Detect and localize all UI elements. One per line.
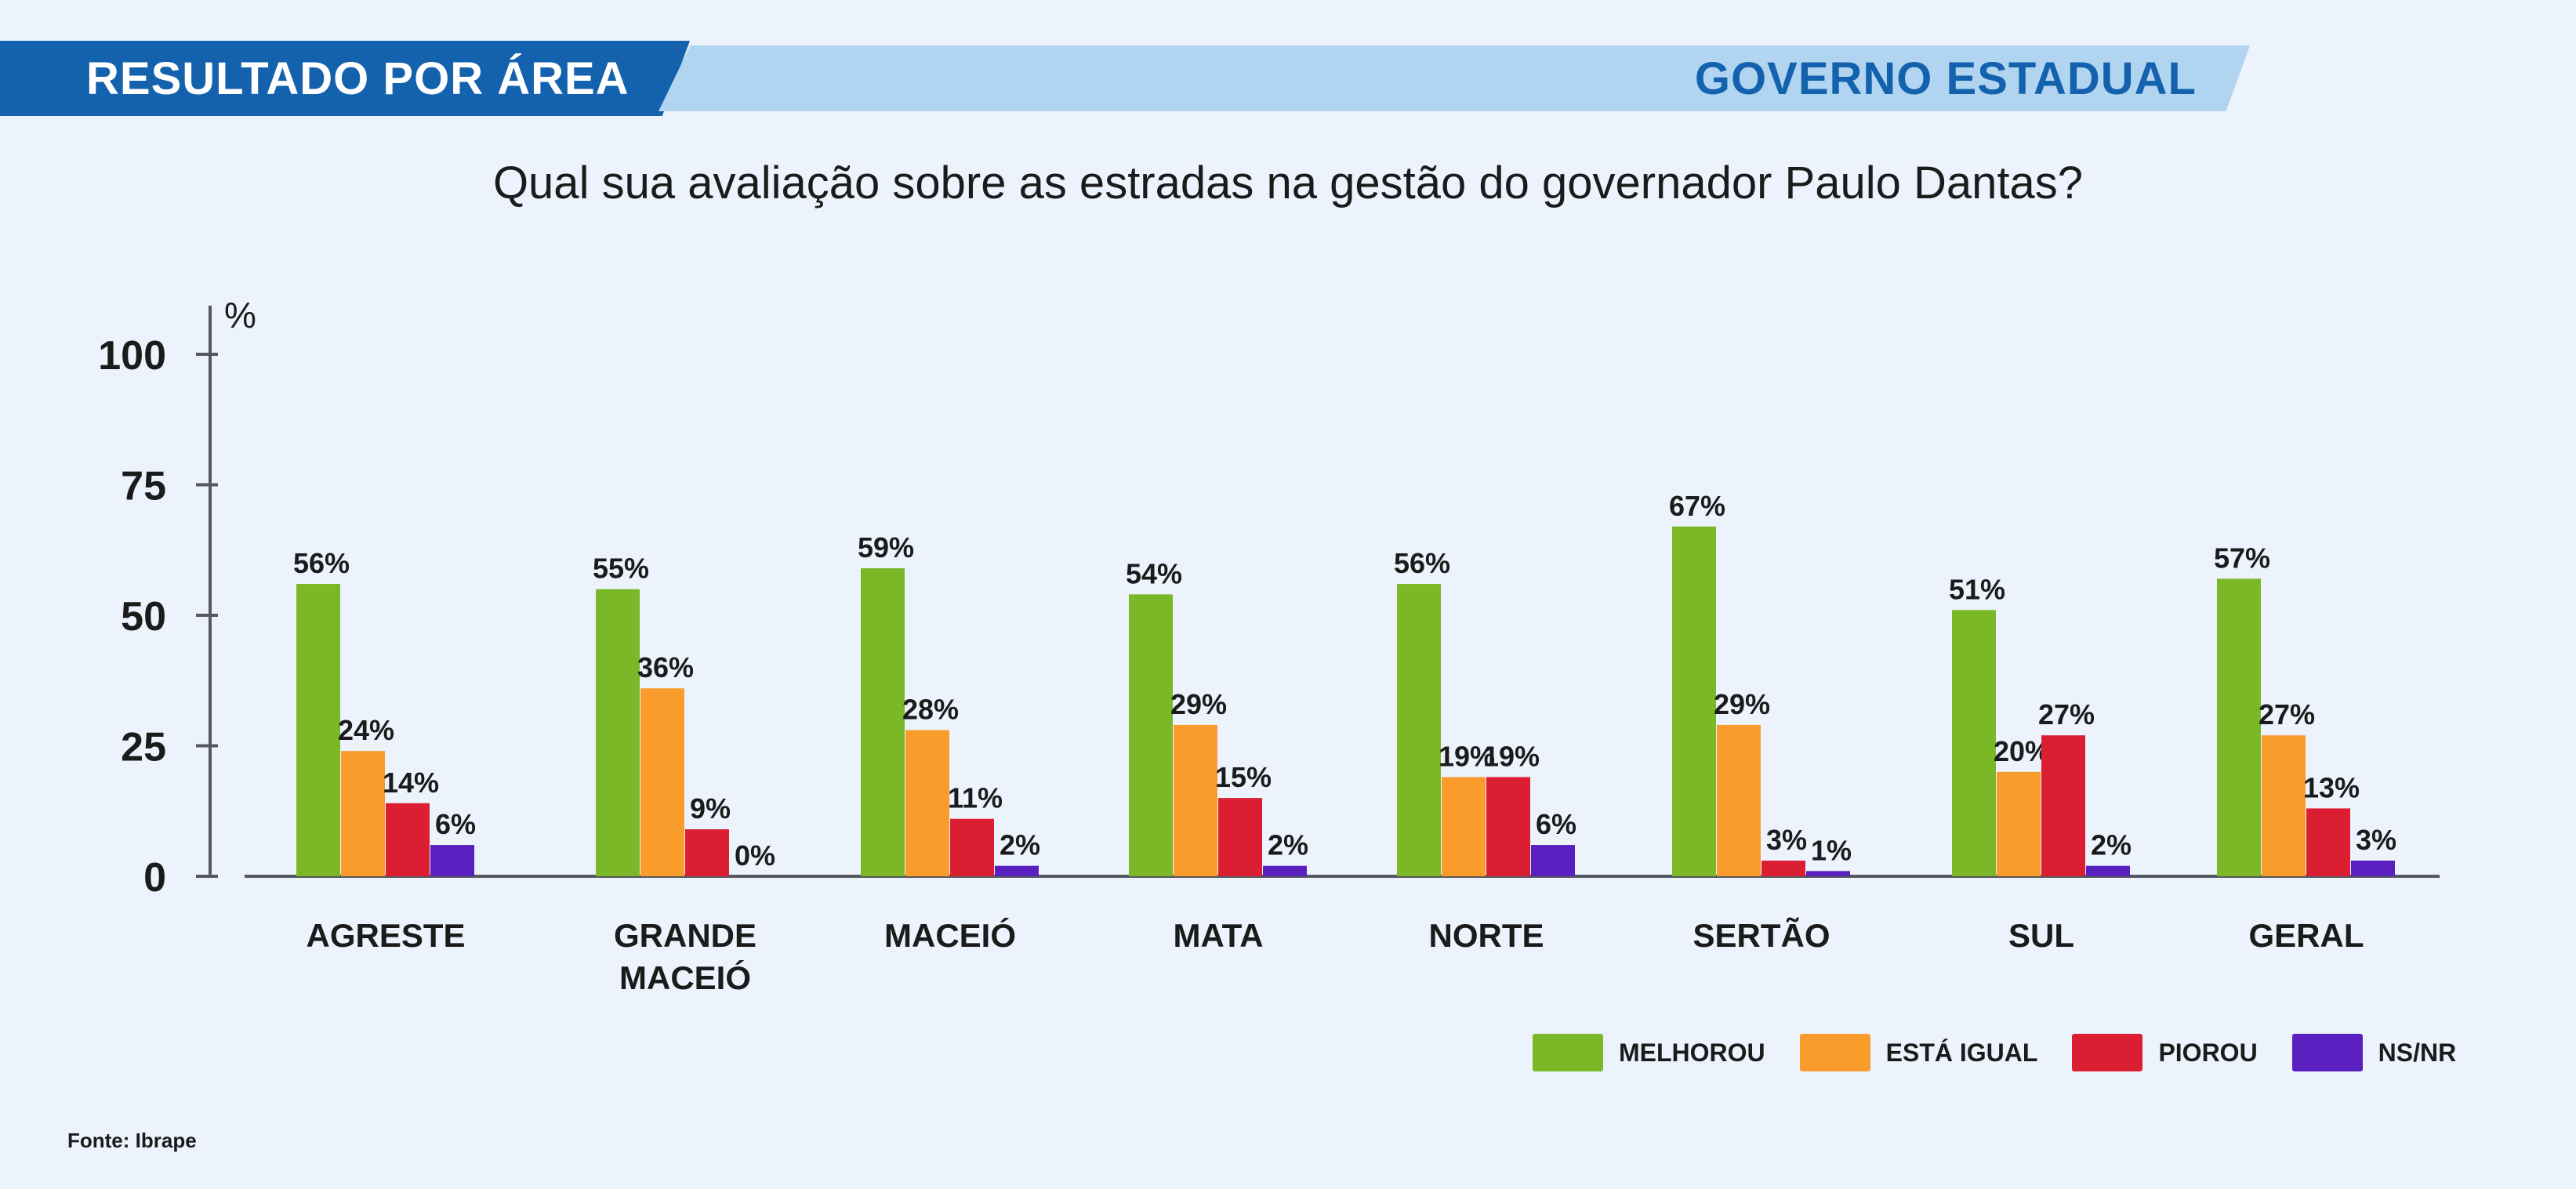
bar-melhorou-2 (861, 568, 905, 876)
category-label: MACEIÓ (884, 916, 1016, 954)
bar-value-label: 29% (1714, 688, 1770, 720)
header-section-title: RESULTADO POR ÁREA (0, 41, 690, 116)
bar-ns-nr-5 (1806, 871, 1850, 876)
bar-melhorou-0 (296, 584, 340, 876)
bar-est-igual-6 (1997, 771, 2041, 876)
category-label: NORTE (1429, 917, 1544, 954)
legend-swatch (2072, 1034, 2143, 1071)
bar-est-igual-1 (640, 688, 684, 876)
bar-value-label: 11% (948, 782, 1003, 814)
bar-piorou-3 (1218, 798, 1262, 876)
bar-value-label: 3% (1766, 824, 1807, 856)
bar-est-igual-4 (1442, 777, 1486, 876)
bar-melhorou-5 (1672, 526, 1716, 876)
bar-ns-nr-0 (430, 845, 474, 876)
bar-value-label: 28% (902, 694, 959, 726)
bar-value-label: 2% (1000, 829, 1040, 861)
bar-est-igual-7 (2262, 735, 2306, 876)
legend-item: NS/NR (2291, 1034, 2457, 1071)
bar-melhorou-1 (596, 589, 640, 876)
bar-piorou-4 (1486, 777, 1530, 876)
chart-question: Qual sua avaliação sobre as estradas na … (492, 158, 2084, 208)
y-tick-label: 75 (121, 464, 166, 509)
legend-swatch (2291, 1034, 2363, 1071)
bar-value-label: 36% (637, 651, 694, 683)
bar-value-label: 59% (858, 531, 914, 564)
bar-value-label: 55% (593, 553, 649, 585)
category-label: MATA (1173, 917, 1263, 954)
category-label: GRANDE (614, 917, 756, 954)
section-title-text: RESULTADO POR ÁREA (86, 53, 629, 104)
bar-value-label: 54% (1126, 557, 1182, 589)
bar-value-label: 1% (1811, 834, 1852, 866)
bar-value-label: 67% (1669, 490, 1725, 522)
y-axis-unit-label: % (224, 295, 256, 335)
legend-item: PIOROU (2072, 1034, 2258, 1071)
chart-legend: MELHOROU ESTÁ IGUAL PIOROU NS/NR (1533, 1033, 2491, 1072)
y-tick-label: 50 (121, 594, 166, 640)
bar-value-label: 56% (293, 547, 350, 579)
bar-value-label: 6% (435, 808, 476, 840)
category-label: MACEIÓ (619, 959, 751, 996)
bar-piorou-7 (2306, 808, 2350, 876)
bar-ns-nr-3 (1263, 865, 1307, 876)
bar-piorou-2 (950, 818, 994, 876)
category-label: AGRESTE (306, 917, 465, 954)
legend-item: ESTÁ IGUAL (1799, 1034, 2038, 1071)
bar-value-label: 27% (2038, 698, 2095, 730)
bar-value-label: 0% (735, 839, 775, 872)
category-label: GERAL (2249, 917, 2364, 954)
bar-value-label: 3% (2356, 824, 2396, 856)
bar-value-label: 24% (338, 714, 394, 746)
bar-melhorou-6 (1952, 610, 1996, 876)
bar-est-igual-2 (905, 730, 949, 876)
source-note: Fonte: Ibrape (67, 1129, 197, 1152)
bar-ns-nr-7 (2351, 861, 2395, 876)
bar-est-igual-0 (341, 751, 385, 876)
y-tick-label: 25 (121, 725, 166, 770)
legend-swatch (1799, 1034, 1870, 1071)
bar-value-label: 15% (1215, 761, 1272, 793)
bar-value-label: 14% (383, 767, 439, 799)
legend-label: PIOROU (2158, 1038, 2258, 1067)
legend-label: NS/NR (2378, 1038, 2457, 1067)
y-tick-label: 0 (143, 855, 166, 901)
bar-value-label: 29% (1170, 688, 1227, 720)
bar-piorou-5 (1761, 861, 1805, 876)
bar-value-label: 19% (1439, 740, 1495, 772)
legend-item: MELHOROU (1533, 1034, 1765, 1071)
bar-value-label: 56% (1394, 547, 1450, 579)
header-scope-banner: GOVERNO ESTADUAL (659, 45, 2250, 111)
bar-value-label: 19% (1483, 740, 1540, 772)
bar-value-label: 51% (1949, 573, 2005, 605)
bar-melhorou-3 (1129, 594, 1173, 876)
bar-value-label: 27% (2259, 698, 2315, 730)
bar-value-label: 9% (690, 792, 731, 825)
bar-piorou-0 (386, 803, 430, 876)
bar-value-label: 57% (2214, 542, 2270, 574)
bar-melhorou-4 (1397, 584, 1441, 876)
y-tick-label: 100 (98, 333, 166, 379)
legend-label: ESTÁ IGUAL (1885, 1038, 2038, 1067)
bar-est-igual-5 (1717, 724, 1761, 876)
bar-piorou-1 (685, 829, 729, 876)
bar-chart: % 0 25 50 75 100 56% 24% 14% 6% AGRESTE 55% 36% 9%0% G… (98, 295, 2440, 996)
legend-swatch (1533, 1034, 1603, 1071)
bar-melhorou-7 (2217, 578, 2261, 876)
bar-ns-nr-2 (995, 865, 1039, 876)
bar-value-label: 6% (1536, 808, 1576, 840)
bar-value-label: 20% (1994, 735, 2050, 767)
category-label: SUL (2008, 917, 2074, 954)
category-label: SERTÃO (1693, 917, 1830, 954)
bar-value-label: 2% (2091, 829, 2132, 861)
bar-piorou-6 (2041, 735, 2085, 876)
bar-value-label: 13% (2303, 771, 2360, 803)
bar-value-label: 2% (1268, 829, 1308, 861)
bar-ns-nr-6 (2086, 865, 2130, 876)
scope-title-text: GOVERNO ESTADUAL (1694, 53, 2197, 104)
bar-est-igual-3 (1174, 724, 1217, 876)
legend-label: MELHOROU (1619, 1038, 1765, 1067)
bar-ns-nr-4 (1531, 845, 1575, 876)
